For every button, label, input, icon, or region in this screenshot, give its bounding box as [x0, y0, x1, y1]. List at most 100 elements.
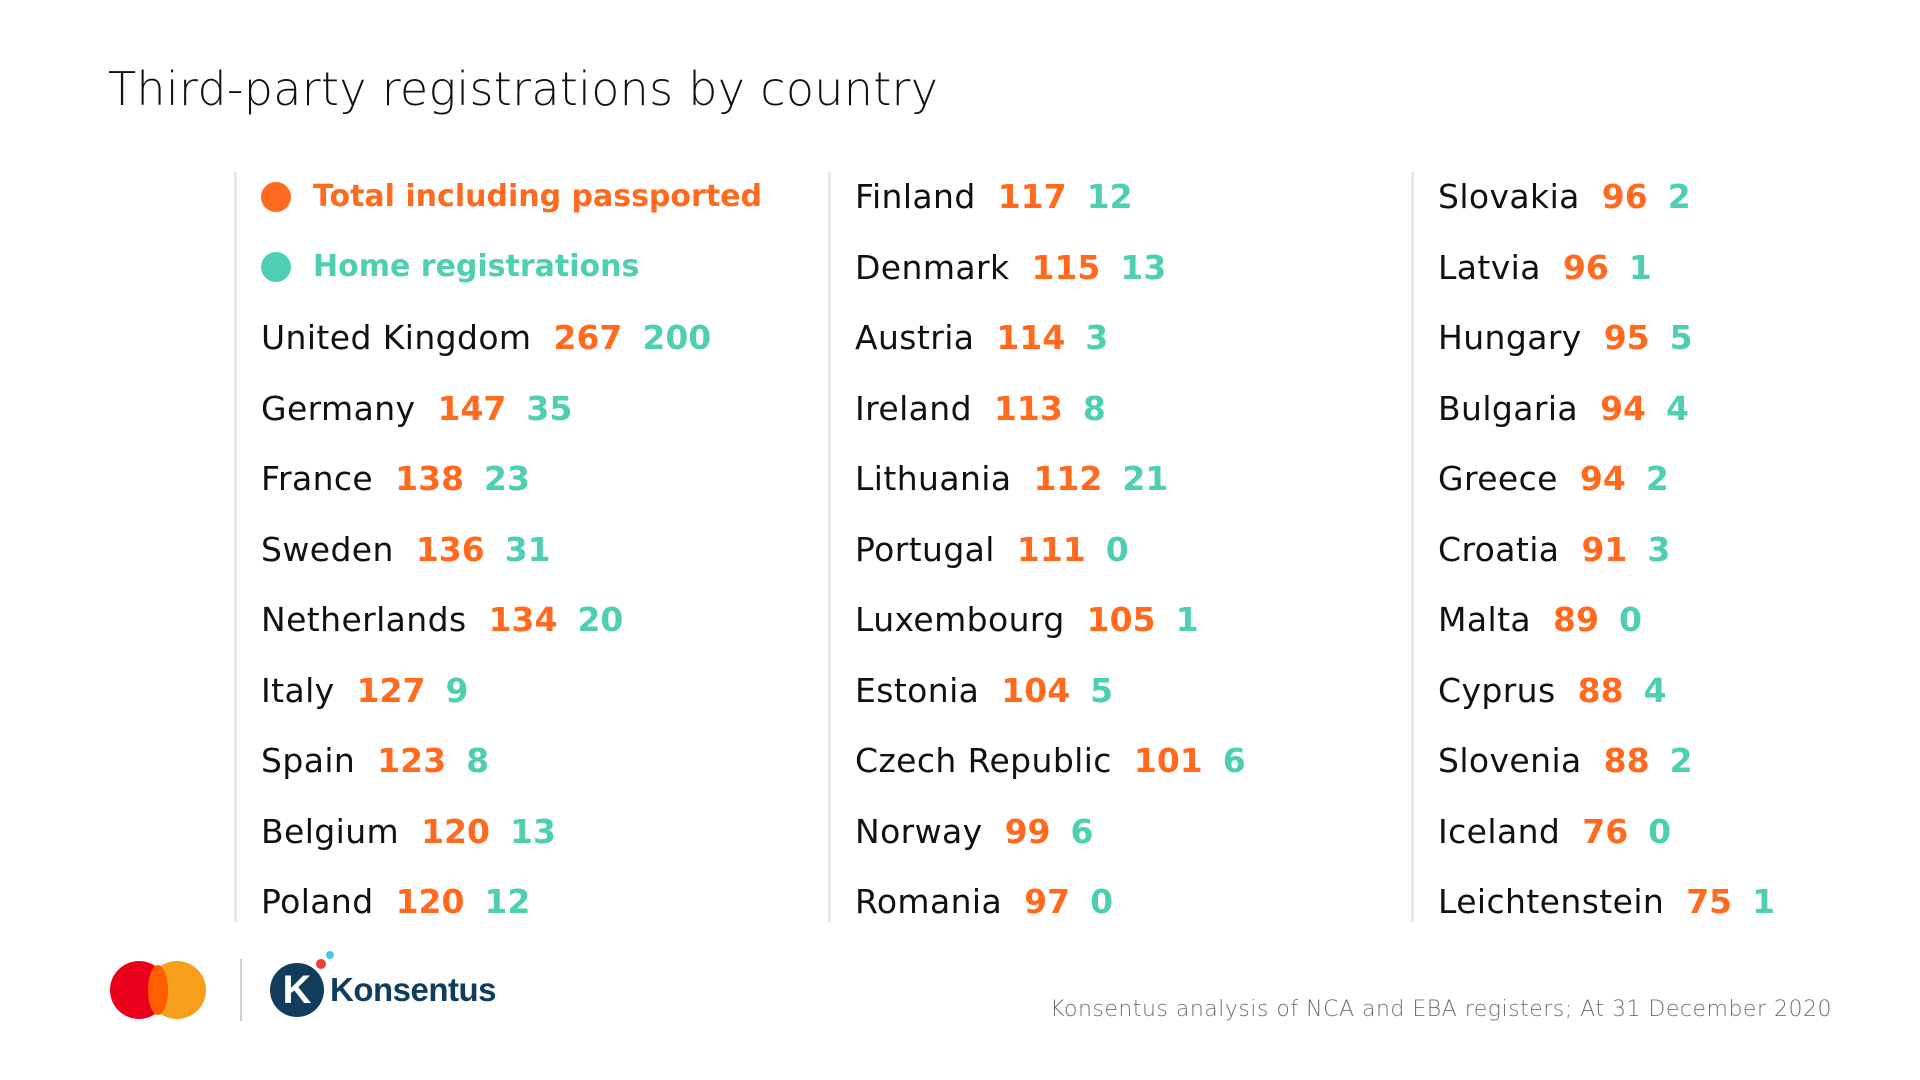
orange-dot-icon [261, 182, 291, 212]
total-value: 111 [1016, 529, 1086, 569]
country-name: Spain [261, 741, 356, 780]
home-value: 12 [1086, 177, 1133, 216]
country-name: Austria [855, 318, 975, 357]
country-name: Malta [1438, 600, 1532, 639]
home-value: 3 [1085, 318, 1109, 357]
home-value: 12 [484, 882, 531, 921]
table-row: Norway 99 6 [855, 807, 1094, 857]
home-value: 2 [1669, 741, 1693, 780]
country-name: Slovakia [1438, 177, 1580, 216]
country-name: Sweden [261, 529, 394, 569]
country-name: Poland [261, 882, 374, 921]
total-value: 101 [1133, 741, 1203, 780]
home-value: 31 [504, 529, 551, 569]
table-row: Romania 97 0 [855, 877, 1113, 927]
table-row: Netherlands 134 20 [261, 595, 623, 645]
home-value: 13 [1120, 247, 1167, 287]
total-value: 99 [1004, 811, 1051, 851]
home-value: 6 [1070, 811, 1094, 851]
legend-total: Total including passported [261, 172, 762, 222]
country-name: Iceland [1438, 811, 1561, 851]
country-name: United Kingdom [261, 318, 532, 357]
total-value: 88 [1603, 741, 1650, 780]
mastercard-logo-icon [110, 961, 206, 1019]
country-name: Belgium [261, 811, 400, 851]
table-row: Greece 94 2 [1438, 454, 1669, 504]
total-value: 136 [415, 529, 485, 569]
table-row: Finland 117 12 [855, 172, 1133, 222]
total-value: 113 [993, 388, 1063, 428]
total-value: 94 [1600, 388, 1646, 428]
home-value: 20 [577, 600, 624, 639]
table-row: Latvia 96 1 [1438, 243, 1652, 293]
total-value: 112 [1033, 459, 1103, 498]
total-value: 76 [1582, 811, 1629, 851]
home-value: 13 [509, 811, 556, 851]
home-value: 0 [1618, 600, 1642, 639]
legend-home: Home registrations [261, 242, 639, 292]
country-name: Luxembourg [855, 600, 1065, 639]
country-name: Romania [855, 882, 1003, 921]
home-value: 1 [1752, 882, 1776, 921]
teal-dot-icon [261, 252, 291, 282]
table-row: Poland 120 12 [261, 877, 530, 927]
home-value: 0 [1090, 882, 1114, 921]
table-row: Ireland 113 8 [855, 384, 1106, 434]
country-name: Portugal [855, 529, 995, 569]
home-value: 3 [1647, 529, 1671, 569]
total-value: 120 [395, 882, 465, 921]
total-value: 96 [1562, 247, 1609, 287]
total-value: 134 [488, 600, 558, 639]
total-value: 104 [1001, 670, 1071, 710]
country-name: Czech Republic [855, 741, 1112, 780]
column-3: Slovakia 96 2 Latvia 96 1 Hungary 95 5 Bulgaria 94… [1411, 172, 1894, 922]
country-name: Bulgaria [1438, 388, 1579, 428]
country-name: Hungary [1438, 318, 1582, 357]
total-value: 114 [996, 318, 1066, 357]
table-row: Czech Republic 101 6 [855, 736, 1246, 786]
home-value: 2 [1645, 459, 1669, 498]
total-value: 105 [1086, 600, 1156, 639]
home-value: 5 [1090, 670, 1114, 710]
total-value: 120 [421, 811, 490, 851]
konsentus-wordmark: Konsentus [330, 971, 497, 1008]
total-value: 95 [1603, 318, 1650, 357]
table-row: Belgium 120 13 [261, 807, 556, 857]
country-name: Lithuania [855, 459, 1012, 498]
country-name: Italy [261, 670, 335, 710]
table-row: Spain 123 8 [261, 736, 489, 786]
legend-home-label: Home registrations [313, 249, 640, 284]
page-title: Third-party registrations by country [108, 62, 939, 116]
home-value: 0 [1105, 529, 1129, 569]
home-value: 8 [466, 741, 490, 780]
table-row: Sweden 136 31 [261, 525, 551, 575]
home-value: 23 [484, 459, 530, 498]
total-value: 75 [1686, 882, 1733, 921]
table-row: France 138 23 [261, 454, 530, 504]
country-name: Estonia [855, 670, 980, 710]
table-row: Portugal 111 0 [855, 525, 1129, 575]
home-value: 2 [1667, 177, 1691, 216]
total-value: 117 [997, 177, 1067, 216]
column-1: Total including passported Home registra… [234, 172, 827, 922]
table-row: Austria 114 3 [855, 313, 1108, 363]
total-value: 147 [437, 388, 507, 428]
table-row: Denmark 115 13 [855, 243, 1166, 293]
table-row: Germany 147 35 [261, 384, 572, 434]
country-name: Norway [855, 811, 983, 851]
home-value: 4 [1666, 388, 1689, 428]
home-value: 4 [1643, 670, 1667, 710]
table-row: United Kingdom 267 200 [261, 313, 711, 363]
total-value: 267 [553, 318, 623, 357]
home-value: 6 [1222, 741, 1246, 780]
country-name: Netherlands [261, 600, 467, 639]
logo-divider [240, 959, 242, 1021]
table-row: Iceland 76 0 [1438, 807, 1671, 857]
home-value: 1 [1175, 600, 1199, 639]
country-name: Denmark [855, 247, 1010, 287]
country-name: Cyprus [1438, 670, 1556, 710]
source-note: Konsentus analysis of NCA and EBA regist… [1050, 997, 1832, 1022]
table-row: Lithuania 112 21 [855, 454, 1168, 504]
table-row: Estonia 104 5 [855, 666, 1113, 716]
country-name: Finland [855, 177, 976, 216]
